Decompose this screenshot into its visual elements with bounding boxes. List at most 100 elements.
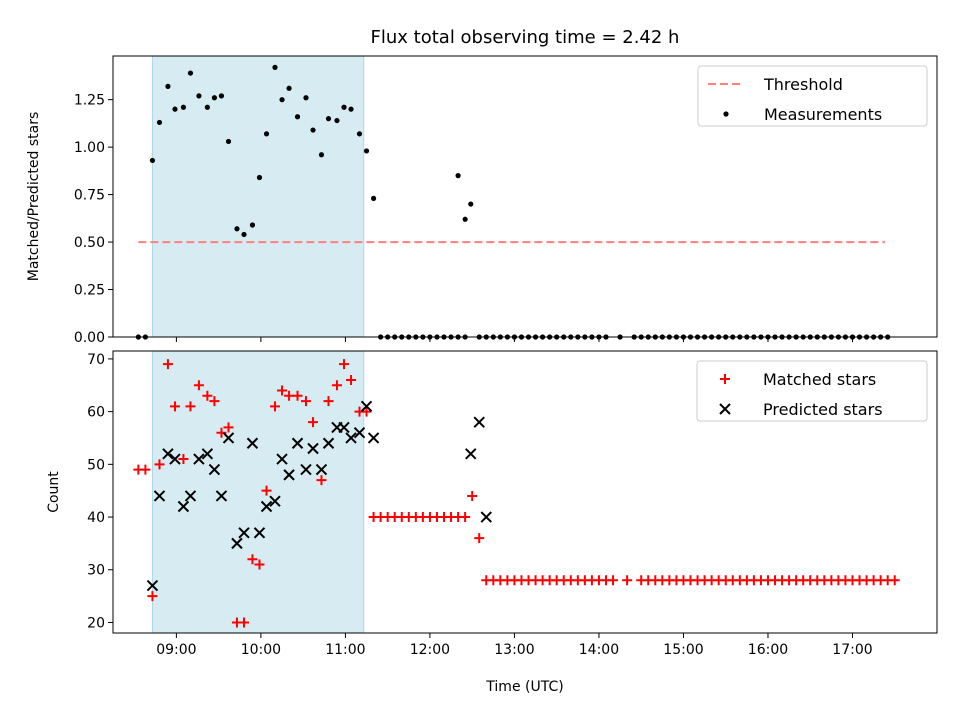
y-tick-label: 0.75 (74, 188, 105, 204)
matched-star-point (154, 459, 165, 470)
y-axis-label: Matched/Predicted stars (26, 112, 42, 282)
measurement-point (241, 231, 247, 238)
matched-star-point (292, 390, 303, 401)
y-tick-label: 20 (87, 615, 105, 631)
y-tick-label: 0.00 (74, 330, 105, 346)
measurement-point (286, 85, 292, 91)
matched-star-point (889, 575, 900, 586)
measurement-point (462, 216, 468, 222)
matched-star-point (277, 385, 288, 396)
y-tick-label: 50 (87, 457, 105, 473)
measurement-point (211, 95, 218, 101)
predicted-star-point (367, 432, 380, 444)
x-tick-label: 15:00 (663, 642, 703, 658)
measurement-point (303, 95, 309, 101)
matched-star-point (247, 554, 258, 565)
predicted-star-point (315, 463, 328, 476)
observing-window-span (151, 55, 365, 338)
predicted-star-point (360, 400, 373, 413)
matched-star-point (467, 490, 478, 501)
x-tick-label: 16:00 (748, 642, 788, 658)
matched-star-point (216, 427, 227, 438)
legend-label: Matched stars (763, 370, 876, 389)
measurement-point (310, 127, 316, 133)
y-axis-label: Count (46, 471, 62, 513)
legend-label: Predicted stars (763, 400, 883, 419)
matched-star-point (346, 374, 357, 385)
matched-star-point (185, 401, 196, 412)
predicted-star-point (231, 537, 243, 550)
matched-star-point (169, 401, 180, 412)
measurement-point (249, 222, 256, 228)
matched-star-point (147, 591, 158, 602)
predicted-star-point (153, 490, 166, 502)
matched-star-point (331, 380, 342, 391)
measurement-point (363, 148, 370, 154)
y-tick-label: 40 (87, 510, 105, 526)
predicted-star-point (169, 453, 181, 465)
top-panel: 0.00 0.25 0.50 0.75 1.00 1.25 Matched/Predicte… (26, 55, 938, 346)
measurement-point (234, 226, 240, 232)
legend-matched-swatch (720, 374, 730, 384)
measurement-point (225, 138, 232, 145)
predicted-star-point (269, 495, 281, 507)
y-tick-label: 1.25 (74, 93, 105, 109)
measurement-point (455, 173, 461, 179)
measurement-point (165, 83, 171, 89)
legend-measurement-swatch (723, 111, 729, 117)
matched-star-point (300, 396, 311, 407)
matched-star-point (209, 396, 220, 407)
predicted-star-point (222, 432, 235, 444)
measurement-point (180, 104, 187, 110)
measurement-point (187, 70, 194, 76)
y-tick-label: 70 (87, 352, 105, 368)
matched-star-point (140, 464, 151, 475)
measurement-point (294, 114, 301, 120)
matched-star-point (269, 401, 280, 412)
y-tick-label: 60 (87, 405, 105, 421)
y-tick-label: 0.50 (74, 235, 105, 251)
x-tick-label: 12:00 (410, 642, 450, 658)
predicted-star-point (208, 463, 221, 476)
x-tick-label: 13:00 (494, 642, 534, 658)
predicted-star-point (215, 490, 228, 502)
measurement-point (218, 93, 225, 99)
predicted-star-point (260, 500, 273, 513)
measurement-point (256, 174, 263, 181)
x-tick-label: 17:00 (832, 642, 872, 658)
y-tick-label: 30 (87, 563, 105, 579)
predicted-star-point (238, 527, 250, 539)
measurement-point (334, 117, 340, 124)
predicted-star-point (162, 448, 174, 460)
plot-frame (112, 350, 938, 634)
x-tick-label: 10:00 (241, 642, 281, 658)
matched-star-point (162, 359, 173, 370)
predicted-star-point (283, 469, 295, 481)
predicted-star-point (276, 453, 288, 465)
measurement-point (348, 106, 354, 112)
plot-frame (112, 55, 938, 338)
predicted-star-point (345, 432, 357, 444)
predicted-star-point (473, 416, 485, 428)
matched-star-point (474, 533, 485, 544)
measurement-point (341, 104, 347, 110)
matched-star-point (261, 485, 272, 496)
measurement-point (370, 195, 377, 201)
predicted-star-point (465, 448, 477, 460)
predicted-star-point (322, 437, 335, 449)
legend-box (697, 65, 928, 127)
measurement-point (356, 131, 363, 137)
x-axis-label: Time (UTC) (485, 679, 563, 695)
measurement-point (149, 157, 156, 164)
predicted-star-point (177, 500, 190, 513)
matched-star-point (238, 617, 249, 628)
measurement-point (325, 116, 332, 122)
predicted-star-point (146, 579, 159, 592)
y-tick-label: 0.25 (74, 283, 105, 299)
predicted-star-point (253, 527, 266, 539)
measurement-point (272, 64, 278, 70)
measurement-point (318, 152, 325, 158)
matched-star-point (193, 380, 204, 391)
matched-star-point (178, 454, 189, 465)
